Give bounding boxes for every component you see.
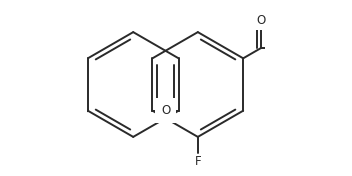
Text: F: F	[195, 155, 201, 168]
Text: O: O	[257, 14, 266, 27]
Text: O: O	[161, 104, 170, 117]
